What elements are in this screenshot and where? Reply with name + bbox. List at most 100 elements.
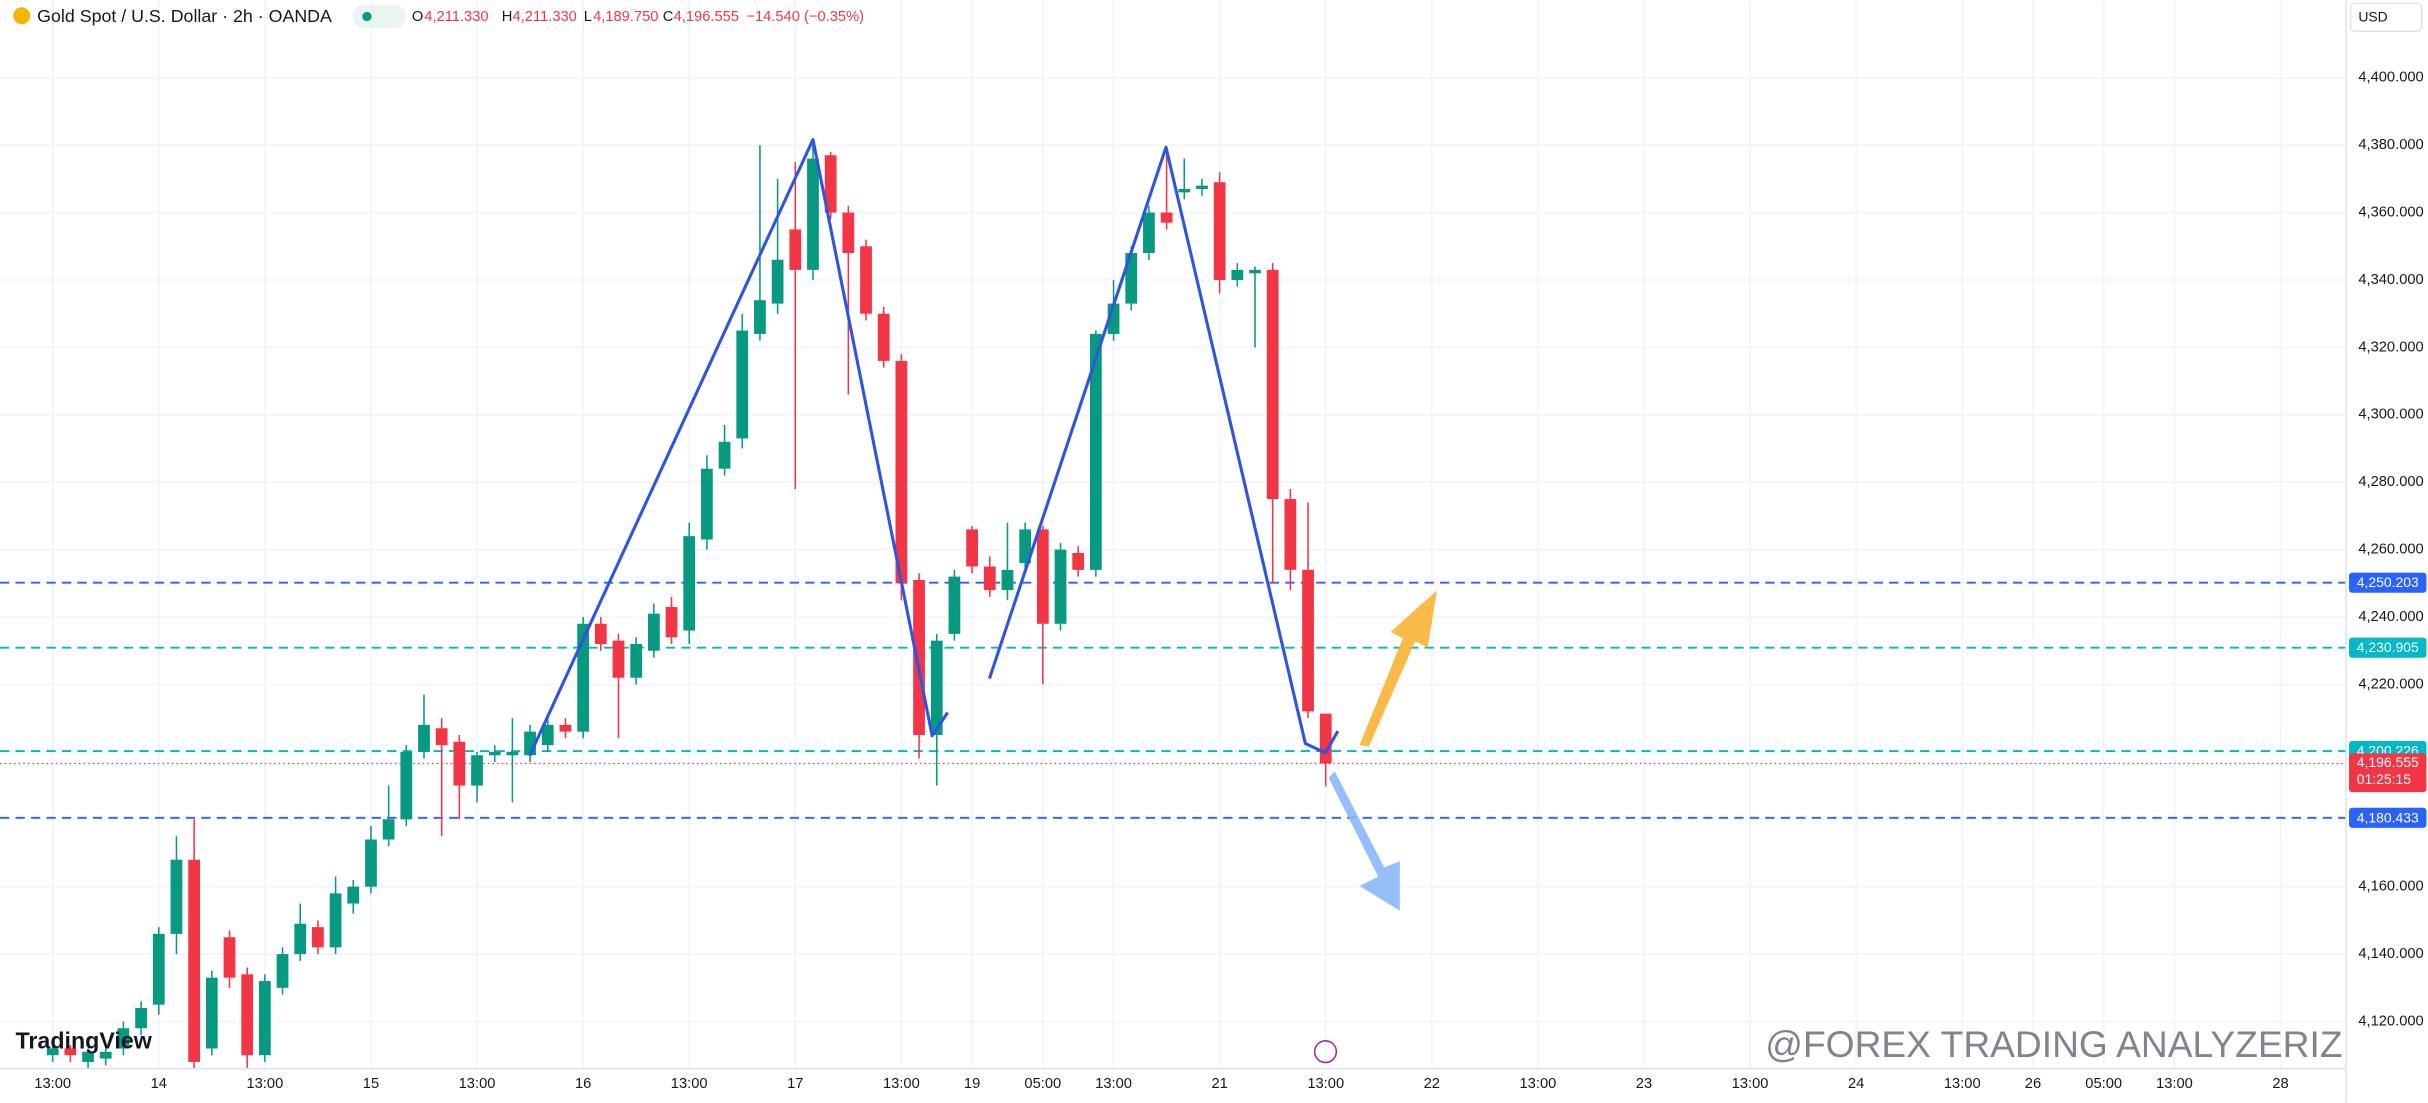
x-tick-label: 13:00 bbox=[2156, 1076, 2193, 1092]
y-tick-label: 4,140.000 bbox=[2358, 946, 2423, 962]
candle-body bbox=[701, 468, 713, 540]
x-tick-label: 28 bbox=[2272, 1076, 2288, 1092]
y-tick-label: 4,260.000 bbox=[2358, 542, 2423, 558]
candle-body bbox=[683, 536, 696, 631]
level-label: 4,230.905 bbox=[2357, 639, 2419, 655]
level-label: 4,180.433 bbox=[2357, 809, 2419, 825]
x-tick-label: 19 bbox=[964, 1076, 980, 1092]
candle-body bbox=[594, 623, 607, 645]
candle-body bbox=[46, 1048, 59, 1056]
candle-body bbox=[205, 977, 218, 1049]
x-tick-label: 16 bbox=[575, 1076, 591, 1092]
level-badge bbox=[2349, 572, 2427, 593]
currency[interactable]: USD bbox=[2358, 9, 2387, 25]
symbol-title: Gold Spot / U.S. Dollar · 2h · OANDA bbox=[37, 6, 332, 26]
level-badge bbox=[2349, 807, 2427, 828]
candle-body bbox=[294, 923, 307, 955]
countdown: 01:25:15 bbox=[2357, 771, 2411, 787]
ohlc-l: 4,189.750 bbox=[593, 9, 658, 25]
ohlc-o-label: O bbox=[412, 9, 423, 25]
event-icon[interactable] bbox=[1313, 1040, 1338, 1064]
candle-body bbox=[1001, 569, 1014, 591]
y-tick-label: 4,300.000 bbox=[2358, 407, 2423, 423]
candle-body bbox=[1036, 529, 1049, 624]
candle-body bbox=[170, 859, 183, 934]
ohlc-change: −14.540 (−0.35%) bbox=[746, 9, 864, 25]
candle-body bbox=[135, 1008, 147, 1029]
candle-body bbox=[983, 566, 996, 591]
y-tick-label: 4,380.000 bbox=[2358, 137, 2423, 153]
x-tick-label: 13:00 bbox=[1732, 1076, 1769, 1092]
candle-body bbox=[736, 330, 749, 439]
candle-body bbox=[276, 954, 289, 988]
x-tick-label: 23 bbox=[1636, 1076, 1652, 1092]
candle-body bbox=[258, 981, 271, 1056]
grid bbox=[0, 0, 2346, 1069]
candle-body bbox=[665, 606, 678, 638]
candle-body bbox=[930, 640, 943, 736]
ohlc-l-label: L bbox=[584, 9, 592, 25]
y-tick-label: 4,340.000 bbox=[2358, 272, 2423, 288]
candles bbox=[46, 138, 1332, 1069]
candle-body bbox=[1054, 549, 1067, 624]
candle-body bbox=[488, 751, 501, 756]
drawings bbox=[528, 138, 1340, 757]
candle-body bbox=[541, 724, 554, 746]
candle-body bbox=[877, 313, 890, 361]
last-price-label: 4,196.555 bbox=[2357, 754, 2419, 770]
candle-body bbox=[577, 623, 590, 732]
symbol-icon bbox=[13, 7, 31, 25]
x-tick-label: 15 bbox=[363, 1076, 379, 1092]
candle-body bbox=[966, 529, 978, 567]
x-tick-label: 13:00 bbox=[246, 1076, 283, 1092]
y-tick-label: 4,320.000 bbox=[2358, 339, 2423, 355]
levels bbox=[0, 581, 2346, 819]
currency-button[interactable] bbox=[2349, 2, 2423, 32]
level-badge bbox=[2349, 637, 2427, 658]
candle-body bbox=[1249, 269, 1261, 274]
status-pill bbox=[353, 4, 406, 29]
x-tick-label: 13:00 bbox=[34, 1076, 71, 1092]
candle-body bbox=[1231, 269, 1244, 280]
candle-body bbox=[1143, 212, 1155, 254]
candle-body bbox=[1302, 569, 1314, 712]
candle-body bbox=[860, 246, 872, 314]
x-tick-label: 26 bbox=[2025, 1076, 2041, 1092]
x-tick-label: 05:00 bbox=[1024, 1076, 1061, 1092]
candle-body bbox=[1284, 499, 1297, 570]
y-tick-label: 4,120.000 bbox=[2358, 1013, 2423, 1029]
y-tick-label: 4,160.000 bbox=[2358, 879, 2423, 895]
candle-body bbox=[1213, 182, 1226, 280]
candle-body bbox=[630, 644, 643, 678]
tradingview-logo: TradingView bbox=[15, 1028, 152, 1054]
candle-body bbox=[99, 1051, 112, 1059]
x-tick-label: 13:00 bbox=[459, 1076, 496, 1092]
candle-body bbox=[312, 927, 324, 948]
x-tick-label: 13:00 bbox=[1520, 1076, 1557, 1092]
x-tick-label: 13:00 bbox=[671, 1076, 708, 1092]
candle-body bbox=[842, 212, 855, 254]
candle-body bbox=[754, 300, 766, 334]
candle-body bbox=[807, 158, 819, 270]
candle-body bbox=[718, 441, 731, 469]
y-tick-label: 4,240.000 bbox=[2358, 609, 2423, 625]
level-label: 4,250.203 bbox=[2357, 574, 2419, 590]
x-tick-label: 21 bbox=[1211, 1076, 1227, 1092]
last-price-badge bbox=[2349, 753, 2427, 793]
y-tick-label: 4,220.000 bbox=[2358, 676, 2423, 692]
candle-body bbox=[506, 751, 519, 756]
x-tick-label: 05:00 bbox=[2085, 1076, 2122, 1092]
candle-body bbox=[188, 859, 201, 1062]
up-arrow bbox=[1359, 590, 1437, 747]
candle-body bbox=[64, 1048, 77, 1056]
x-tick-label: 24 bbox=[1848, 1076, 1864, 1092]
x-tick-label: 13:00 bbox=[1095, 1076, 1132, 1092]
candle-body bbox=[524, 731, 536, 756]
candle-body bbox=[824, 155, 837, 213]
x-tick-label: 22 bbox=[1424, 1076, 1440, 1092]
candle-body bbox=[418, 724, 430, 752]
y-tick-label: 4,280.000 bbox=[2358, 474, 2423, 490]
candle-body bbox=[152, 933, 165, 1005]
candle-body bbox=[559, 724, 572, 732]
candle-body bbox=[347, 886, 360, 904]
